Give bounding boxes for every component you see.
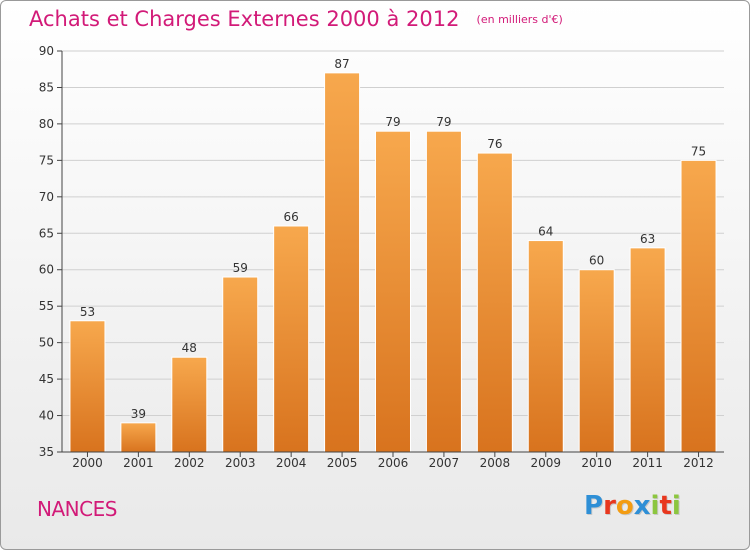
bar (120, 422, 157, 453)
x-tick-label: 2001 (123, 456, 154, 470)
bar (69, 320, 106, 453)
bar-value-label: 76 (487, 137, 502, 151)
bar-value-label: 87 (334, 57, 349, 71)
y-tick-label: 90 (39, 44, 54, 58)
x-tick-label: 2004 (276, 456, 307, 470)
logo-letter: i (650, 491, 660, 521)
bar (425, 130, 462, 453)
y-tick-label: 40 (39, 409, 54, 423)
axes: 35 40 45 50 55 60 65 70 75 80 85 90 2000 2001 2002 2003… (39, 44, 724, 470)
x-tick-label: 2011 (632, 456, 663, 470)
x-tick-label: 2003 (225, 456, 256, 470)
bar-value-label: 53 (80, 305, 95, 319)
logo-letter: o (615, 491, 634, 521)
proxiti-logo: Proxiti (584, 491, 681, 521)
y-tick-label: 75 (39, 153, 54, 167)
y-tick-label: 55 (39, 299, 54, 313)
bar (629, 247, 666, 453)
x-tick-label: 2007 (429, 456, 460, 470)
bar-value-label: 39 (131, 407, 146, 421)
x-tick-label: 2010 (581, 456, 612, 470)
bar (222, 276, 259, 453)
chart-title: Achats et Charges Externes 2000 à 2012 (29, 7, 460, 31)
commune-name: NANCES (37, 497, 117, 521)
bar (171, 356, 208, 453)
bar (273, 225, 310, 453)
bar (578, 269, 615, 453)
y-tick-label: 65 (39, 226, 54, 240)
y-tick-label: 85 (39, 80, 54, 94)
x-tick-label: 2012 (683, 456, 714, 470)
bar-value-label: 48 (182, 341, 197, 355)
bar-value-label: 64 (538, 225, 553, 239)
bar-value-label: 63 (640, 232, 655, 246)
x-tick-label: 2000 (72, 456, 103, 470)
logo-letter: P (584, 491, 604, 521)
bar-value-label: 66 (284, 210, 299, 224)
bar (680, 159, 717, 453)
logo-letter: t (659, 491, 672, 521)
y-tick-label: 60 (39, 263, 54, 277)
logo-letter: x (633, 491, 651, 521)
chart-subtitle: (en milliers d'€) (476, 13, 563, 26)
logo-letter: i (671, 491, 681, 521)
y-tick-label: 50 (39, 336, 54, 350)
y-tick-label: 70 (39, 190, 54, 204)
bars: 53 39 48 59 66 87 79 79 76 64 60 63 75 (69, 57, 717, 453)
x-tick-label: 2002 (174, 456, 205, 470)
x-tick-label: 2009 (530, 456, 561, 470)
bar (324, 72, 361, 453)
bar-value-label: 79 (436, 115, 451, 129)
bar (476, 152, 513, 453)
logo-letter: r (603, 491, 616, 521)
x-tick-label: 2005 (327, 456, 358, 470)
x-tick-label: 2008 (480, 456, 511, 470)
x-tick-label: 2006 (378, 456, 409, 470)
title-row: Achats et Charges Externes 2000 à 2012 (… (29, 7, 563, 31)
bar (527, 240, 564, 453)
bar-value-label: 75 (691, 144, 706, 158)
bar-value-label: 79 (385, 115, 400, 129)
y-tick-label: 80 (39, 117, 54, 131)
bar-value-label: 59 (233, 261, 248, 275)
bar-value-label: 60 (589, 254, 604, 268)
y-tick-label: 45 (39, 372, 54, 386)
bar (375, 130, 411, 453)
y-tick-label: 35 (39, 445, 54, 459)
